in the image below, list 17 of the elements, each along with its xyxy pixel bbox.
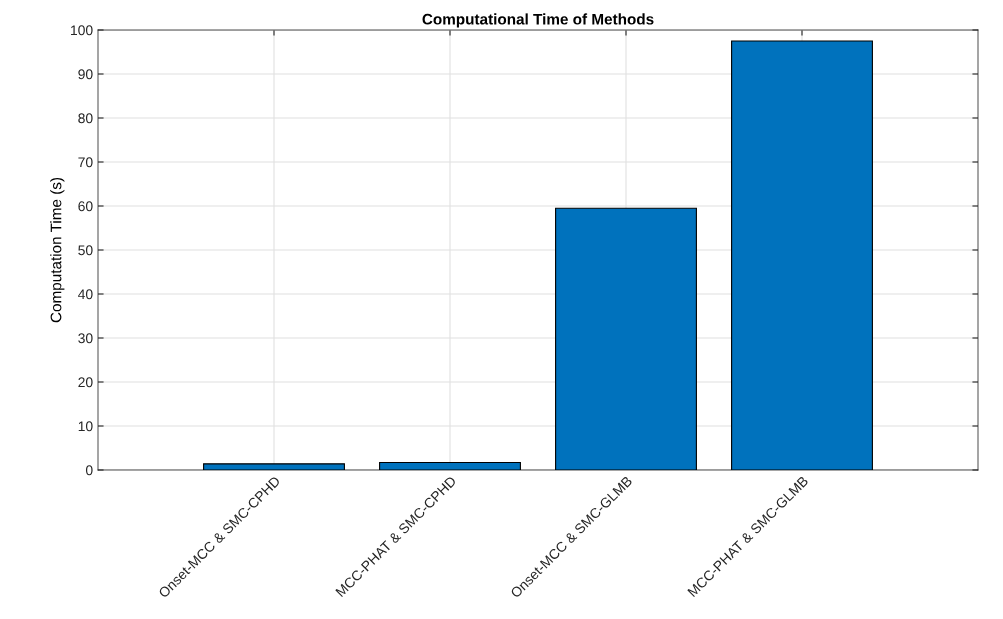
y-tick-label: 60 [78,201,93,212]
y-tick-label: 40 [78,289,93,300]
y-tick-label: 100 [71,25,93,36]
y-tick-label: 10 [78,421,93,432]
y-tick-label: 80 [78,113,93,124]
bar [203,463,345,470]
bar [731,40,873,470]
bar [379,461,521,470]
y-tick-label: 20 [78,377,93,388]
y-axis-title: Computation Time (s) [50,177,65,323]
y-tick-label: 30 [78,333,93,344]
y-tick-label: 70 [78,157,93,168]
y-tick-label: 50 [78,245,93,256]
bar [555,207,697,470]
chart-title: Computational Time of Methods [422,13,654,28]
y-tick-label: 90 [78,69,93,80]
y-tick-label: 0 [85,465,93,476]
